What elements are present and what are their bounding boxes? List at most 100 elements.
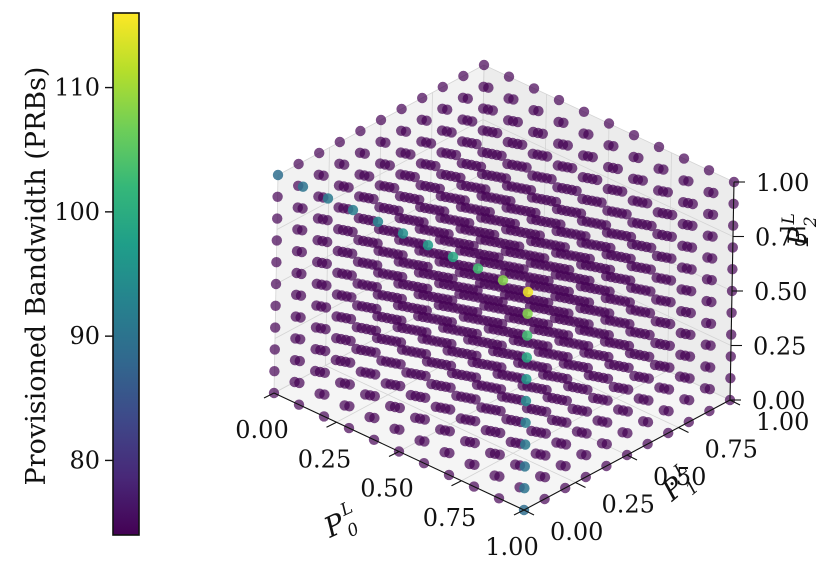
data-point <box>583 319 594 330</box>
data-point <box>500 173 512 184</box>
data-point <box>420 392 431 403</box>
data-point <box>540 450 551 461</box>
data-point <box>467 116 478 127</box>
data-point <box>520 439 531 450</box>
data-point <box>543 275 554 287</box>
data-point <box>521 374 532 385</box>
x-axis-label: P0L <box>317 498 366 550</box>
data-point <box>370 369 381 380</box>
data-point <box>422 240 434 251</box>
data-point <box>539 253 550 264</box>
colorbar-label: Provisioned Bandwidth (PRBs) <box>21 67 52 486</box>
data-point <box>637 175 648 186</box>
data-point <box>528 83 540 94</box>
data-point <box>421 115 432 126</box>
data-point <box>703 165 715 176</box>
data-point <box>686 264 697 275</box>
data-point <box>623 384 634 395</box>
data-point <box>272 191 283 202</box>
data-point <box>542 341 553 352</box>
data-point <box>580 231 591 242</box>
data-point <box>522 330 533 341</box>
data-point <box>320 345 331 357</box>
data-point <box>446 127 457 138</box>
data-point <box>419 414 430 425</box>
y-tick-label: 0.75 <box>705 436 758 464</box>
data-point <box>562 330 574 341</box>
data-point <box>643 373 654 384</box>
data-point <box>662 187 673 198</box>
data-point <box>665 297 676 308</box>
data-point <box>522 286 534 298</box>
data-point <box>495 427 506 439</box>
data-point <box>624 319 635 330</box>
data-point <box>487 105 498 116</box>
data-point <box>587 152 598 163</box>
data-point <box>319 367 330 378</box>
data-point <box>644 329 655 341</box>
data-point <box>397 250 408 261</box>
data-point <box>464 218 475 229</box>
data-point <box>664 362 675 373</box>
data-point <box>314 147 325 159</box>
data-point <box>320 302 332 313</box>
data-point <box>558 117 569 128</box>
data-point <box>560 439 572 450</box>
data-point <box>469 437 480 449</box>
data-point <box>458 70 469 82</box>
x-tick-label: 0.00 <box>235 416 288 444</box>
data-point <box>494 449 505 460</box>
data-point <box>642 198 653 209</box>
data-point <box>297 225 308 236</box>
data-point <box>437 81 448 93</box>
x-tick-label: 0.25 <box>298 445 351 473</box>
data-point <box>575 208 587 219</box>
data-point <box>297 181 309 192</box>
data-point <box>560 461 571 472</box>
data-point <box>584 253 595 265</box>
data-point <box>646 242 657 253</box>
data-point <box>483 82 494 93</box>
data-point <box>563 308 574 319</box>
x-tick-mark <box>451 480 462 487</box>
data-point <box>269 366 280 377</box>
data-point <box>623 362 634 373</box>
data-point <box>519 483 530 494</box>
data-point <box>494 471 505 482</box>
data-point <box>321 258 332 269</box>
data-point <box>425 138 437 149</box>
data-point <box>444 447 455 459</box>
data-point <box>645 286 656 297</box>
x-tick-label: 1.00 <box>485 533 538 561</box>
data-point <box>687 220 698 231</box>
data-point <box>446 338 457 350</box>
axes: 0.000.000.000.250.250.250.50 0.500.500.75… <box>235 169 809 561</box>
data-point <box>678 153 690 164</box>
data-point <box>708 187 719 199</box>
data-point <box>667 209 678 221</box>
data-point <box>495 384 507 395</box>
data-point <box>420 370 431 382</box>
z-tick-label: 0.75 <box>755 224 808 252</box>
data-point <box>542 319 553 330</box>
grid-line <box>482 119 734 237</box>
data-point <box>653 141 665 153</box>
data-point <box>582 384 593 395</box>
data-point <box>369 391 380 402</box>
data-point <box>371 303 382 315</box>
data-point <box>663 406 674 417</box>
data-point <box>472 263 484 274</box>
data-point <box>472 285 483 296</box>
data-point <box>495 405 506 417</box>
data-point <box>270 322 281 333</box>
y-tick-mark <box>626 454 638 461</box>
data-point <box>602 395 613 406</box>
data-point <box>395 380 406 392</box>
data-point <box>296 268 307 280</box>
data-point <box>684 373 695 384</box>
x-tick-label: 0.75 <box>423 504 476 532</box>
data-point <box>400 126 412 137</box>
data-point <box>397 228 409 239</box>
data-point <box>443 229 454 240</box>
data-point <box>455 172 466 183</box>
